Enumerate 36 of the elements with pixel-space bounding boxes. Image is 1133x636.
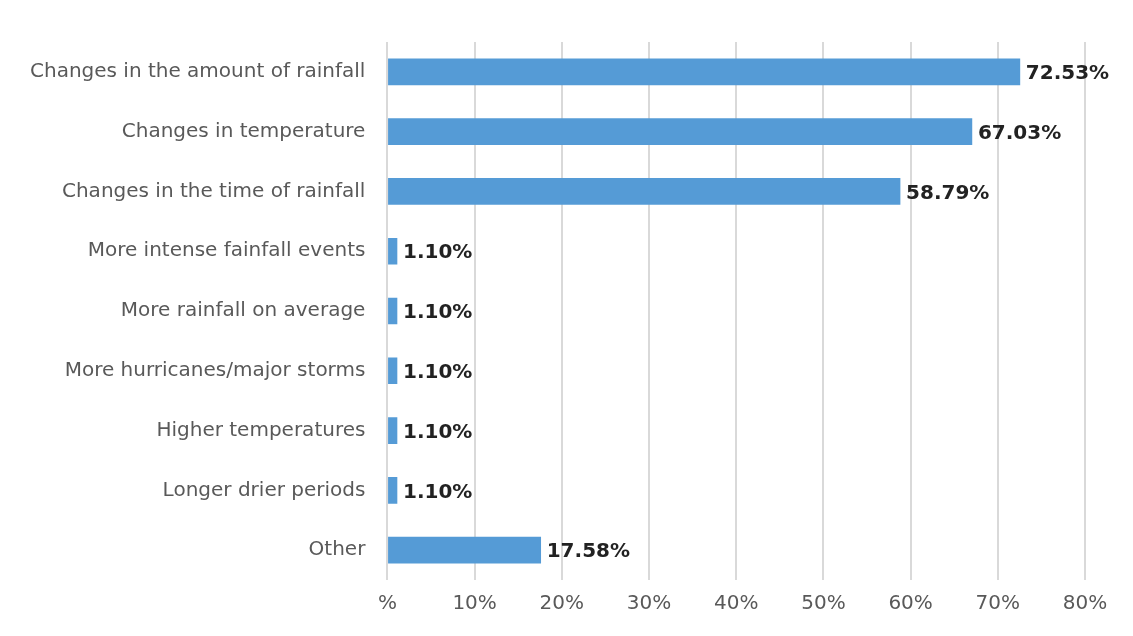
y-tick-label: More hurricanes/major storms — [64, 356, 366, 381]
bar — [388, 417, 398, 444]
bar — [388, 357, 398, 385]
bar — [388, 118, 973, 145]
data-label: 17.58% — [546, 538, 631, 563]
data-label: 1.10% — [402, 239, 473, 264]
x-tick-label: 80% — [1062, 590, 1108, 615]
data-label: 67.03% — [977, 119, 1062, 144]
y-tick-label: More intense fainfall events — [87, 237, 366, 262]
bar — [388, 536, 542, 564]
data-label: 1.10% — [402, 418, 473, 443]
bar — [388, 237, 398, 265]
bar — [388, 58, 1021, 86]
x-tick-label: 60% — [888, 590, 933, 615]
bar — [388, 178, 901, 205]
y-tick-label: More rainfall on average — [120, 297, 366, 322]
x-tick-label: 10% — [452, 590, 497, 615]
y-tick-label: Higher temperatures — [156, 416, 366, 441]
y-tick-label: Other — [308, 536, 367, 561]
x-tick-label: % — [377, 590, 397, 615]
data-label: 58.79% — [906, 179, 990, 204]
x-tick-label: 20% — [539, 590, 585, 615]
data-label: 1.10% — [402, 299, 473, 324]
y-tick-label: Longer drier periods — [162, 476, 366, 501]
bar — [388, 477, 398, 504]
bar — [388, 297, 398, 325]
data-label: 1.10% — [402, 478, 473, 503]
x-tick-label: 70% — [975, 590, 1021, 615]
data-label: 72.53% — [1025, 60, 1110, 85]
x-tick-label: 30% — [626, 590, 672, 615]
y-tick-label: Changes in the time of rainfall — [61, 177, 366, 202]
x-tick-label: 50% — [801, 590, 846, 615]
y-tick-label: Changes in the amount of rainfall — [29, 58, 366, 83]
x-tick-label: 40% — [713, 590, 759, 615]
y-tick-label: Changes in temperature — [121, 117, 366, 142]
data-label: 1.10% — [402, 358, 473, 383]
